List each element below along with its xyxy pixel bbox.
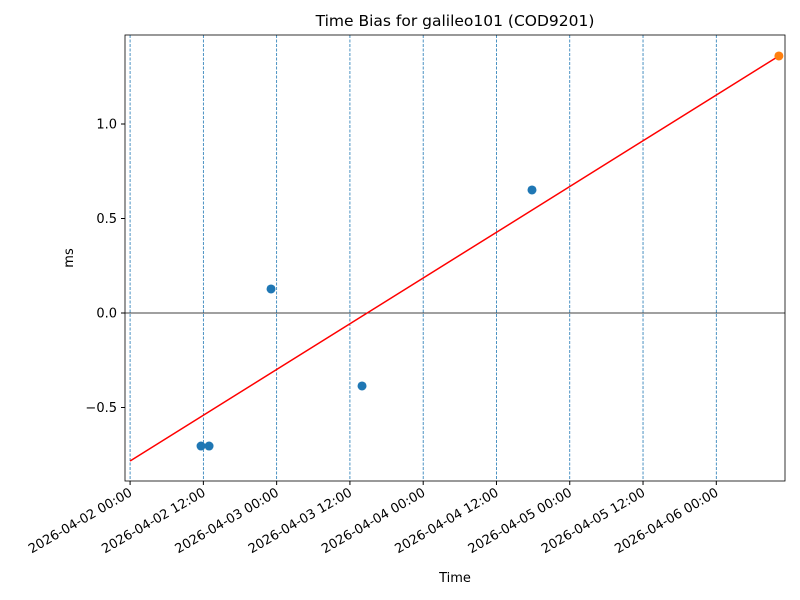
y-axis-label: ms <box>62 248 77 268</box>
y-tick-label: 0.0 <box>96 306 117 321</box>
point <box>196 441 206 451</box>
point <box>774 51 784 61</box>
point <box>204 441 214 451</box>
x-axis-label: Time <box>438 571 471 586</box>
y-tick-label: 1.0 <box>96 118 117 133</box>
point <box>357 381 367 391</box>
point <box>527 185 537 195</box>
y-tick-label: −0.5 <box>85 401 117 416</box>
y-tick-label: 0.5 <box>96 212 117 227</box>
fit-line <box>129 55 780 462</box>
point <box>266 284 276 294</box>
plot-frame <box>124 34 786 482</box>
chart-title: Time Bias for galileo101 (COD9201) <box>315 12 595 30</box>
